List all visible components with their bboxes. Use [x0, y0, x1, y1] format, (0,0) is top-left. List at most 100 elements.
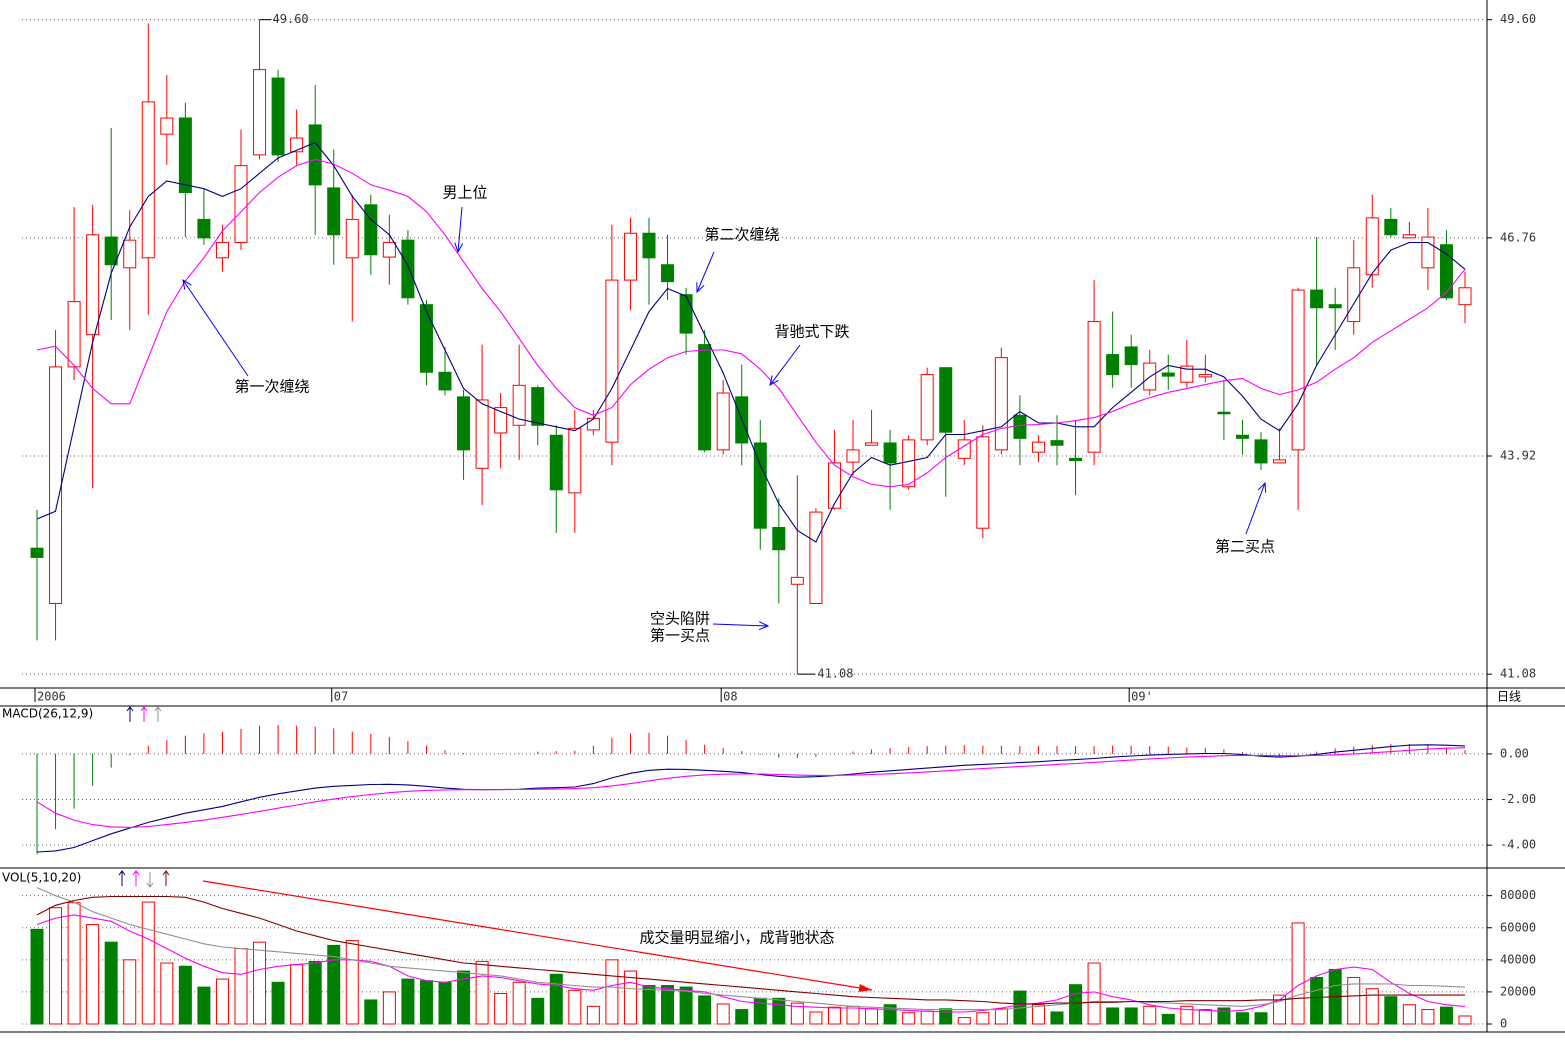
candle-body [1458, 287, 1472, 306]
candle-body [902, 439, 916, 488]
volume-bar [1198, 1009, 1212, 1025]
volume-bar [1124, 1007, 1138, 1025]
volume-bar [753, 997, 767, 1025]
volume-bar [772, 997, 786, 1025]
volume-bar [1143, 1005, 1157, 1025]
volume-bar [790, 1002, 804, 1025]
indicator-arrows [126, 706, 162, 722]
line-series [36, 914, 1466, 1013]
y-tick-label: 41.08 [1500, 667, 1536, 681]
candle-body [568, 427, 582, 494]
candle-body [772, 526, 786, 551]
volume-bar [568, 989, 582, 1025]
period-label: 日线 [1497, 690, 1521, 704]
candle-body [1180, 365, 1194, 383]
x-tick-label: 09' [1131, 690, 1153, 704]
plot-area: 49.60 46.76 43.92 41.08 2006 07 08 09' 49.60 41.0… [22, 12, 1536, 1031]
candle-body [846, 449, 860, 463]
volume-bar [679, 986, 693, 1025]
candle-body [1161, 372, 1175, 377]
volume-bar [1050, 1011, 1064, 1025]
candle-body [141, 101, 155, 259]
volume-bar [178, 965, 192, 1025]
volume-bar [457, 970, 471, 1025]
candle-body [753, 442, 767, 529]
volume-bar [994, 1008, 1008, 1025]
candle-body [308, 124, 322, 186]
candle-body [790, 576, 804, 585]
candle-body [438, 371, 452, 391]
indicator-title: VOL(5,10,20) [2, 871, 81, 885]
candle-body [86, 234, 100, 336]
candle-body [290, 137, 304, 153]
volume-bar [67, 902, 81, 1025]
annotation: 第二买点 [1215, 538, 1275, 556]
volume-bar [1291, 922, 1305, 1025]
annotation: 第一买点 [650, 627, 710, 645]
volume-bar [939, 1008, 953, 1025]
volume-bar [1161, 1013, 1175, 1025]
candle-body [475, 399, 489, 469]
candle-body [382, 241, 396, 258]
candle-body [67, 301, 81, 368]
max-label: 49.60 [273, 12, 309, 26]
candle-body [104, 236, 118, 266]
indicator-title: MACD(26,12,9) [2, 707, 93, 721]
y-tick-label: -2.00 [1500, 792, 1536, 806]
volume-bar [1031, 1004, 1045, 1025]
candle-body [586, 417, 600, 431]
volume-bar [1235, 1012, 1249, 1025]
volume-bar [531, 997, 545, 1025]
candle-body [215, 241, 229, 259]
candle-body [494, 407, 508, 434]
volume-bar [1069, 984, 1083, 1025]
candle-body [1013, 414, 1027, 439]
candle-body [327, 187, 341, 236]
volume-bar [1310, 976, 1324, 1025]
candle-body [1031, 441, 1045, 453]
x-tick-label: 08 [723, 690, 737, 704]
candle-body [123, 239, 137, 269]
arrow [1245, 483, 1265, 535]
annotation: 男上位 [442, 184, 487, 202]
candle-body [679, 294, 693, 334]
candle-body [419, 304, 433, 373]
candle-body [1050, 440, 1064, 446]
volume-bar [920, 1010, 934, 1025]
candle-body [345, 218, 359, 259]
annotation: 背驰式下跌 [774, 323, 849, 341]
indicator-arrows [118, 870, 170, 888]
volume-bar [475, 960, 489, 1025]
candle-body [716, 392, 730, 451]
candle-body [920, 374, 934, 441]
volume-bar [1458, 1015, 1472, 1025]
candle-body [698, 344, 712, 451]
volume-bar [735, 1009, 749, 1025]
arrow [183, 280, 249, 377]
y-tick-label: 60000 [1500, 920, 1536, 934]
y-tick-label: 20000 [1500, 984, 1536, 998]
volume-bar [86, 924, 100, 1025]
volume-bar [902, 1012, 916, 1025]
candle-body [1273, 459, 1287, 464]
y-tick-label: 46.76 [1500, 230, 1536, 244]
candle-body [1124, 346, 1138, 366]
candle-body [1291, 289, 1305, 451]
y-tick-label: 80000 [1500, 888, 1536, 902]
volume-bar [419, 980, 433, 1025]
volume-bar [827, 1006, 841, 1025]
arrow [458, 206, 462, 252]
candle-body [1384, 218, 1398, 236]
candle-body [1235, 434, 1249, 439]
y-tick-label: 49.60 [1500, 12, 1536, 26]
volume-bar [976, 1012, 990, 1025]
candle-body [1069, 457, 1083, 462]
line-series [36, 747, 1466, 828]
candle-body [512, 384, 526, 426]
volume-bar [382, 991, 396, 1025]
candle-body [827, 462, 841, 509]
candle-body [865, 442, 879, 446]
volume-bar [401, 978, 415, 1025]
candle-body [49, 366, 63, 604]
